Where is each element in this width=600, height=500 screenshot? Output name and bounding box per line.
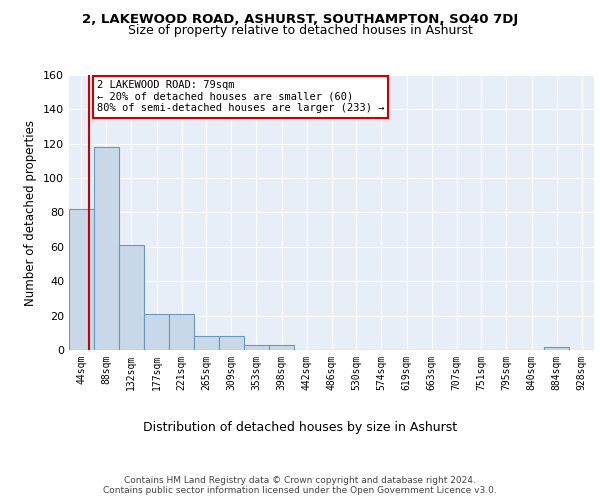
- Bar: [194, 336, 219, 350]
- Bar: [94, 147, 119, 350]
- Text: 2 LAKEWOOD ROAD: 79sqm
← 20% of detached houses are smaller (60)
80% of semi-det: 2 LAKEWOOD ROAD: 79sqm ← 20% of detached…: [97, 80, 384, 114]
- Bar: [544, 346, 569, 350]
- Bar: [244, 345, 269, 350]
- Text: Contains HM Land Registry data © Crown copyright and database right 2024.
Contai: Contains HM Land Registry data © Crown c…: [103, 476, 497, 495]
- Bar: [145, 314, 169, 350]
- Y-axis label: Number of detached properties: Number of detached properties: [25, 120, 37, 306]
- Bar: [119, 245, 143, 350]
- Bar: [69, 209, 94, 350]
- Text: 2, LAKEWOOD ROAD, ASHURST, SOUTHAMPTON, SO40 7DJ: 2, LAKEWOOD ROAD, ASHURST, SOUTHAMPTON, …: [82, 12, 518, 26]
- Bar: [219, 336, 244, 350]
- Bar: [169, 314, 194, 350]
- Text: Size of property relative to detached houses in Ashurst: Size of property relative to detached ho…: [128, 24, 472, 37]
- Text: Distribution of detached houses by size in Ashurst: Distribution of detached houses by size …: [143, 421, 457, 434]
- Bar: [269, 345, 294, 350]
